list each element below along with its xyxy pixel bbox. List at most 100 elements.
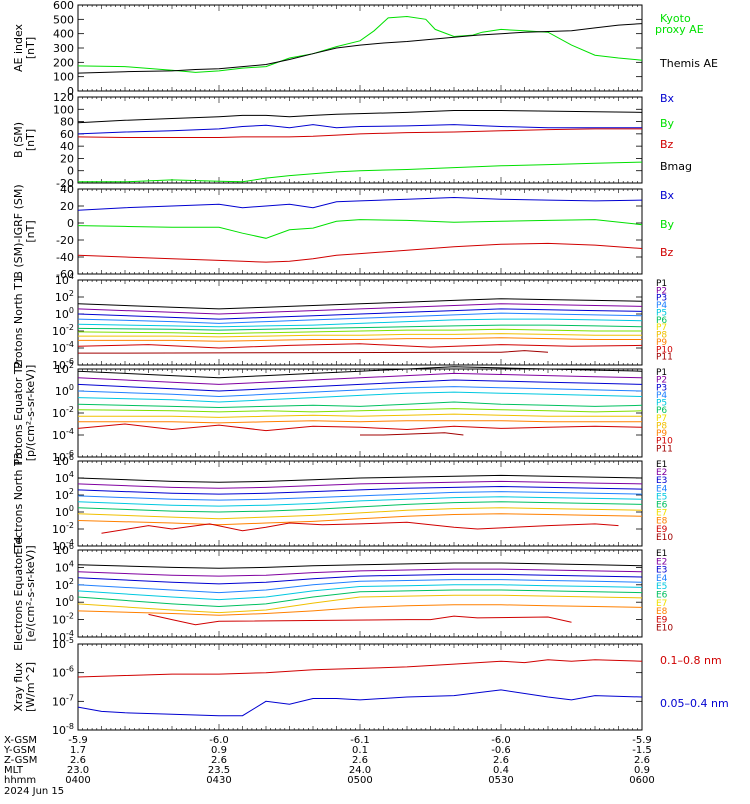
x-axis-value: -6.1 [350,735,370,746]
x-axis-value: 0530 [488,775,513,786]
legend-entry: P3 [656,294,667,304]
y-axis-unit: [nT] [24,129,37,151]
y-tick-label: 10-4 [52,340,74,355]
y-axis-label: B (SM) [12,122,25,158]
legend-entry: By [660,117,675,130]
y-tick-label: 100 [53,103,74,116]
y-tick-label: 80 [60,116,74,129]
series-line-p1 [77,366,643,379]
y-tick-label: 10-5 [52,636,74,651]
legend-entry: E6 [656,591,668,601]
series-line-bx [77,196,643,211]
y-axis-label: Protons North T1 [12,276,25,369]
series-line-p5 [77,318,643,328]
x-axis-value: -6.0 [209,735,229,746]
series-line-by [77,219,643,239]
series-line-p11 [360,432,464,436]
legend-entry: E1 [656,460,667,470]
y-axis-label: B (SM)-IGRF (SM) [12,184,25,278]
series-line-e1 [77,474,643,483]
series-line-e6 [77,501,643,513]
x-axis-value: -5.9 [68,735,88,746]
legend-entry: E8 [656,607,668,617]
y-tick-label: 40 [60,140,74,153]
y-tick-label: 104 [55,559,74,574]
series-line-e4 [77,491,643,501]
legend-entry: 0.05–0.4 nm [660,697,729,710]
y-tick-label: 10-4 [52,427,74,442]
x-axis-value: 0.4 [493,765,509,776]
x-axis-value: 2.6 [70,755,86,766]
legend-entry: E7 [656,599,667,609]
series-line-p7 [77,408,643,413]
legend-entry: E3 [656,566,667,576]
series-line-p7 [77,328,642,335]
x-axis-value: 0400 [65,775,90,786]
x-axis-value: 23.0 [67,765,89,776]
series-line-p8 [78,413,642,418]
legend-entry: P8 [656,421,667,431]
x-axis-row-label: 2024 Jun 15 [4,786,64,797]
y-tick-label: -20 [56,234,74,247]
legend-entry: P10 [656,437,673,447]
legend-entry: E2 [656,468,667,478]
y-tick-label: 600 [53,0,74,12]
y-tick-label: 10-7 [52,693,74,708]
y-axis-label: Xray flux [12,662,25,712]
series-line-bz [77,128,642,138]
legend-entry: E10 [656,624,673,634]
x-axis-value: 0.9 [211,745,227,756]
series-line-p9 [78,420,642,424]
legend-entry: P7 [656,414,667,424]
series-line-p2 [77,303,643,315]
legend-entry: Bz [660,138,674,151]
y-tick-label: 10-2 [52,612,74,627]
series-line-bz [77,242,643,263]
series-line-p4 [77,312,643,324]
x-axis-value: 0.9 [634,765,650,776]
x-axis-value: 0.1 [352,745,368,756]
legend-entry: E1 [656,549,667,559]
x-axis-value: -1.5 [632,745,652,756]
series-line-p3 [77,379,643,392]
legend-entry: E2 [656,557,667,567]
panel-frame [77,549,643,638]
legend-entry: E6 [656,501,668,511]
y-tick-label: 106 [55,453,74,468]
legend-entry: P1 [656,368,667,378]
y-axis-unit: [nT] [24,37,37,59]
legend-entry: E8 [656,517,668,527]
series-line-p8 [78,333,642,338]
y-tick-label: 400 [53,28,74,41]
legend-entry: Bz [660,246,674,259]
y-tick-label: 10-2 [52,405,74,420]
series-line-e3 [77,573,643,585]
y-tick-label: 100 [55,306,74,321]
y-tick-label: 100 [55,594,74,609]
series-line-themis-ae [77,23,643,74]
legend-entry: E10 [656,533,673,543]
x-axis-row-label: MLT [4,765,24,776]
legend-entry: P7 [656,323,667,333]
legend-entry: P1 [656,279,667,289]
y-tick-label: 102 [55,289,74,304]
series-line-p5 [77,391,643,403]
panel-frame [77,96,643,184]
legend-entry: P8 [656,331,667,341]
y-axis-label: Protons Equator T2 [12,360,25,465]
legend-entry: E5 [656,582,667,592]
series-line-by [78,161,643,183]
y-tick-label: 102 [55,487,74,502]
y-tick-label: 20 [60,200,74,213]
x-axis-value: -6.0 [491,735,511,746]
x-axis-value: 0600 [629,775,654,786]
x-axis-value: 2.6 [634,755,650,766]
series-line-e8 [77,513,643,526]
legend-entry: E5 [656,492,667,502]
series-line-e9 [148,613,572,626]
